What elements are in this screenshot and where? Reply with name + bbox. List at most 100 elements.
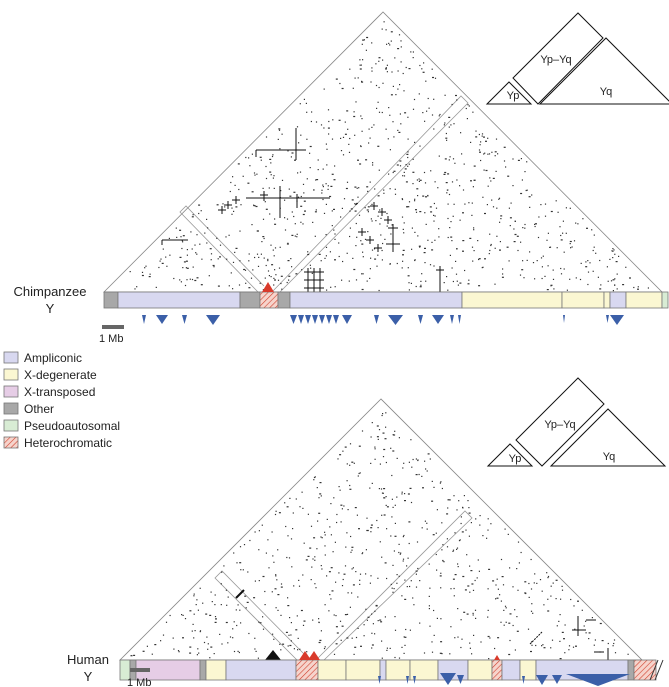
- alignment-dot: [615, 261, 618, 263]
- alignment-dot: [499, 241, 501, 243]
- alignment-dot: [489, 177, 491, 179]
- alignment-dot: [468, 512, 471, 514]
- alignment-dot: [614, 284, 616, 286]
- alignment-dot: [307, 513, 309, 515]
- alignment-dot: [520, 192, 523, 195]
- alignment-dot: [239, 609, 241, 611]
- alignment-dot: [423, 252, 426, 254]
- alignment-dot: [487, 635, 490, 638]
- alignment-dot: [179, 279, 181, 281]
- alignment-dot: [490, 244, 492, 247]
- legend-swatch-other: [3, 402, 19, 415]
- alignment-dot: [318, 497, 320, 499]
- alignment-dot: [298, 585, 301, 587]
- alignment-dot: [270, 174, 272, 176]
- alignment-dot: [196, 277, 199, 279]
- alignment-dot: [562, 232, 564, 234]
- alignment-dot: [388, 107, 390, 109]
- alignment-dot: [381, 556, 383, 558]
- alignment-dot: [450, 124, 452, 126]
- alignment-dot: [221, 571, 223, 573]
- alignment-dot: [355, 101, 357, 103]
- alignment-dot: [222, 203, 224, 205]
- alignment-dot: [374, 610, 376, 612]
- alignment-dot: [599, 622, 602, 625]
- alignment-dot: [233, 621, 235, 623]
- alignment-dot: [512, 185, 514, 187]
- alignment-dot: [212, 264, 215, 267]
- alignment-dot: [359, 573, 362, 575]
- alignment-dot: [238, 188, 240, 191]
- alignment-dot: [232, 637, 234, 639]
- alignment-dot: [407, 165, 409, 167]
- alignment-dot: [530, 610, 533, 612]
- alignment-dot: [451, 181, 454, 183]
- alignment-dot: [401, 267, 403, 269]
- alignment-dot: [441, 653, 443, 655]
- alignment-dot: [506, 246, 509, 248]
- alignment-dot: [220, 604, 222, 606]
- alignment-dot: [522, 227, 524, 229]
- alignment-dot: [323, 647, 326, 650]
- chimp-key-diagram: Yp Yq Yp–Yq: [485, 12, 669, 105]
- alignment-dot: [383, 21, 385, 23]
- alignment-dot: [371, 42, 373, 44]
- alignment-dot: [459, 185, 461, 187]
- alignment-dot: [415, 209, 417, 211]
- alignment-dot: [575, 277, 577, 279]
- alignment-dot: [328, 610, 330, 612]
- alignment-dot: [370, 462, 372, 464]
- alignment-dot: [531, 641, 533, 643]
- alignment-dot: [256, 230, 258, 232]
- alignment-dot: [287, 605, 290, 607]
- alignment-dot: [447, 203, 449, 205]
- alignment-dot: [539, 579, 542, 581]
- alignment-dot: [447, 499, 450, 501]
- alignment-dot: [496, 597, 499, 599]
- legend-swatch-pseudoautosomal: [3, 419, 19, 432]
- alignment-dot: [612, 645, 614, 647]
- alignment-dot: [377, 254, 379, 256]
- alignment-dot: [412, 108, 415, 110]
- alignment-dot: [213, 266, 215, 268]
- alignment-dot: [182, 241, 184, 243]
- alignment-dot: [427, 194, 429, 197]
- alignment-dot: [383, 448, 386, 451]
- alignment-dot: [274, 279, 276, 281]
- alignment-dot: [452, 215, 454, 217]
- alignment-dot: [491, 151, 493, 153]
- alignment-dot: [497, 588, 499, 590]
- alignment-dot: [243, 268, 246, 271]
- alignment-dot: [524, 223, 526, 226]
- alignment-dot: [405, 181, 408, 183]
- alignment-dot: [433, 214, 435, 216]
- alignment-dot: [398, 543, 400, 545]
- alignment-dot: [393, 588, 395, 590]
- alignment-dot: [386, 649, 388, 651]
- alignment-dot: [463, 611, 466, 613]
- alignment-dot: [340, 216, 342, 218]
- alignment-dot: [304, 210, 306, 212]
- alignment-dot: [353, 462, 355, 464]
- alignment-dot: [367, 190, 369, 192]
- alignment-dot: [259, 622, 262, 624]
- alignment-dot: [285, 525, 287, 528]
- alignment-dot: [431, 68, 433, 70]
- alignment-dot: [618, 255, 620, 257]
- alignment-dot: [404, 493, 406, 495]
- alignment-dot: [219, 244, 222, 246]
- alignment-dot: [242, 569, 244, 571]
- alignment-dot: [516, 616, 518, 618]
- alignment-dot: [552, 582, 554, 584]
- alignment-dot: [371, 647, 373, 649]
- alignment-dot: [313, 479, 315, 481]
- alignment-dot: [402, 260, 404, 262]
- alignment-dot: [389, 647, 391, 649]
- alignment-dot: [482, 266, 484, 268]
- alignment-dot: [467, 104, 469, 106]
- alignment-dot: [466, 118, 468, 120]
- alignment-dot: [420, 284, 422, 286]
- alignment-dot: [421, 527, 423, 529]
- alignment-dot: [424, 120, 426, 122]
- alignment-dot: [358, 472, 360, 475]
